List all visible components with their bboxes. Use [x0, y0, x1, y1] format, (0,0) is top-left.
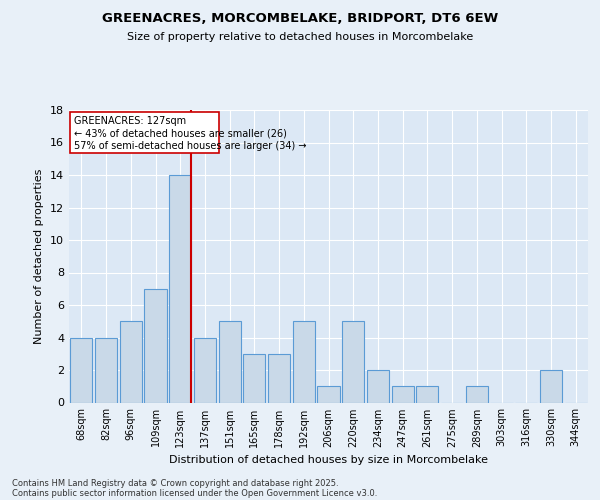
Text: Size of property relative to detached houses in Morcombelake: Size of property relative to detached ho…	[127, 32, 473, 42]
Bar	[367, 370, 389, 402]
Bar	[70, 338, 92, 402]
Text: 57% of semi-detached houses are larger (34) →: 57% of semi-detached houses are larger (…	[74, 141, 307, 151]
FancyBboxPatch shape	[70, 112, 218, 153]
Bar	[119, 322, 142, 402]
Bar	[243, 354, 265, 403]
Text: Contains HM Land Registry data © Crown copyright and database right 2025.: Contains HM Land Registry data © Crown c…	[12, 478, 338, 488]
Bar	[416, 386, 439, 402]
Bar	[540, 370, 562, 402]
Text: GREENACRES, MORCOMBELAKE, BRIDPORT, DT6 6EW: GREENACRES, MORCOMBELAKE, BRIDPORT, DT6 …	[102, 12, 498, 26]
Bar	[293, 322, 315, 402]
X-axis label: Distribution of detached houses by size in Morcombelake: Distribution of detached houses by size …	[169, 455, 488, 465]
Y-axis label: Number of detached properties: Number of detached properties	[34, 168, 44, 344]
Bar	[218, 322, 241, 402]
Text: Contains public sector information licensed under the Open Government Licence v3: Contains public sector information licen…	[12, 488, 377, 498]
Bar	[95, 338, 117, 402]
Bar	[169, 175, 191, 402]
Bar	[392, 386, 414, 402]
Bar	[342, 322, 364, 402]
Text: GREENACRES: 127sqm: GREENACRES: 127sqm	[74, 116, 186, 126]
Text: ← 43% of detached houses are smaller (26): ← 43% of detached houses are smaller (26…	[74, 128, 287, 138]
Bar	[194, 338, 216, 402]
Bar	[268, 354, 290, 403]
Bar	[317, 386, 340, 402]
Bar	[145, 289, 167, 403]
Bar	[466, 386, 488, 402]
